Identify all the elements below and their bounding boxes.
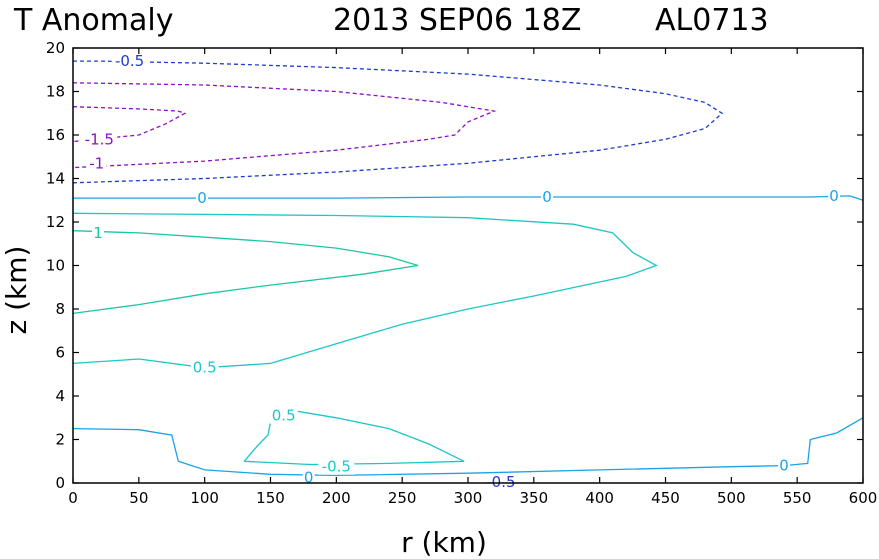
contour-label-8: 0.5: [272, 407, 296, 425]
contour-label-bg-8: [269, 407, 298, 424]
plot-frame: [72, 47, 864, 484]
contour-label-0: -0.5: [115, 52, 144, 70]
y-tick-label-1: 2: [55, 431, 65, 449]
contour-label-12: -0.5: [486, 473, 515, 491]
contour-label-3: 0: [197, 189, 207, 207]
contour-label-bg-0: [111, 53, 148, 70]
x-tick-label-9: 450: [651, 489, 680, 507]
x-tick-label-7: 350: [520, 489, 549, 507]
y-tick-label-6: 12: [46, 213, 65, 231]
y-tick-label-7: 14: [46, 170, 65, 188]
x-tick-label-4: 200: [322, 489, 351, 507]
y-tick-label-10: 20: [46, 39, 65, 57]
contour-label-bg-9: [318, 458, 355, 475]
contour-line-7: [72, 417, 864, 477]
contour-labels: -0.5 -1.5 -1 0 0 0 1 0.5 0.5 -0.5 0 0 -0.5: [81, 52, 840, 491]
y-tick-label-0: 0: [55, 474, 65, 492]
x-tick-label-0: 0: [68, 489, 78, 507]
x-tick-label-1: 50: [129, 489, 148, 507]
contour-label-bg-2: [86, 155, 107, 172]
contour-label-bg-10: [302, 469, 315, 486]
contour-lines: [72, 60, 864, 477]
x-tick-label-8: 400: [585, 489, 614, 507]
contour-label-bg-4: [541, 189, 553, 205]
contour-line-3: [73, 195, 864, 201]
contour-label-bg-11: [778, 457, 790, 474]
y-tick-label-3: 6: [55, 344, 65, 362]
contour-label-bg-6: [92, 224, 104, 241]
contour-label-bg-7: [190, 359, 219, 376]
x-tick-label-3: 150: [256, 489, 285, 507]
y-axis-title: z (km): [0, 246, 33, 335]
x-tick-label-6: 300: [454, 489, 483, 507]
contour-label-6: 1: [93, 224, 103, 242]
contour-label-bg-3: [196, 190, 208, 207]
x-tick-label-11: 550: [783, 489, 812, 507]
chart-title-storm: AL0713: [655, 3, 769, 38]
contour-line-0: [72, 60, 724, 184]
y-tick-label-9: 18: [46, 83, 65, 101]
contour-label-5: 0: [829, 187, 839, 205]
contour-label-11: 0: [779, 457, 789, 475]
chart-title-date: 2013 SEP06 18Z: [333, 3, 581, 38]
y-tick-label-5: 10: [46, 257, 65, 275]
contour-label-7: 0.5: [193, 359, 217, 377]
contour-label-4: 0: [542, 188, 552, 206]
x-tick-label-10: 500: [717, 489, 746, 507]
contour-line-6: [243, 410, 465, 466]
y-tick-label-2: 4: [55, 387, 65, 405]
x-axis-ticks: 0 50 100 150 200 250 300 350 400 450 500 550 600: [68, 48, 877, 507]
contour-label-bg-12: [482, 473, 519, 490]
contour-line-2: [72, 106, 187, 143]
contour-label-bg-1: [81, 131, 118, 148]
contour-label-1: -1.5: [85, 130, 114, 148]
contour-label-2: -1: [89, 154, 104, 172]
contour-line-5: [72, 212, 658, 369]
y-tick-label-8: 16: [46, 126, 65, 144]
x-tick-label-5: 250: [388, 489, 417, 507]
x-tick-label-12: 600: [849, 489, 878, 507]
contour-line-4: [72, 230, 419, 315]
contour-label-10: 0: [304, 469, 314, 487]
x-tick-label-2: 100: [190, 489, 219, 507]
contour-label-bg-5: [828, 187, 840, 204]
contour-line-1: [72, 82, 497, 169]
y-tick-label-4: 8: [55, 300, 65, 318]
x-axis-title: r (km): [401, 526, 487, 559]
contour-label-9: -0.5: [322, 458, 351, 476]
chart-title: T Anomaly: [13, 3, 173, 38]
